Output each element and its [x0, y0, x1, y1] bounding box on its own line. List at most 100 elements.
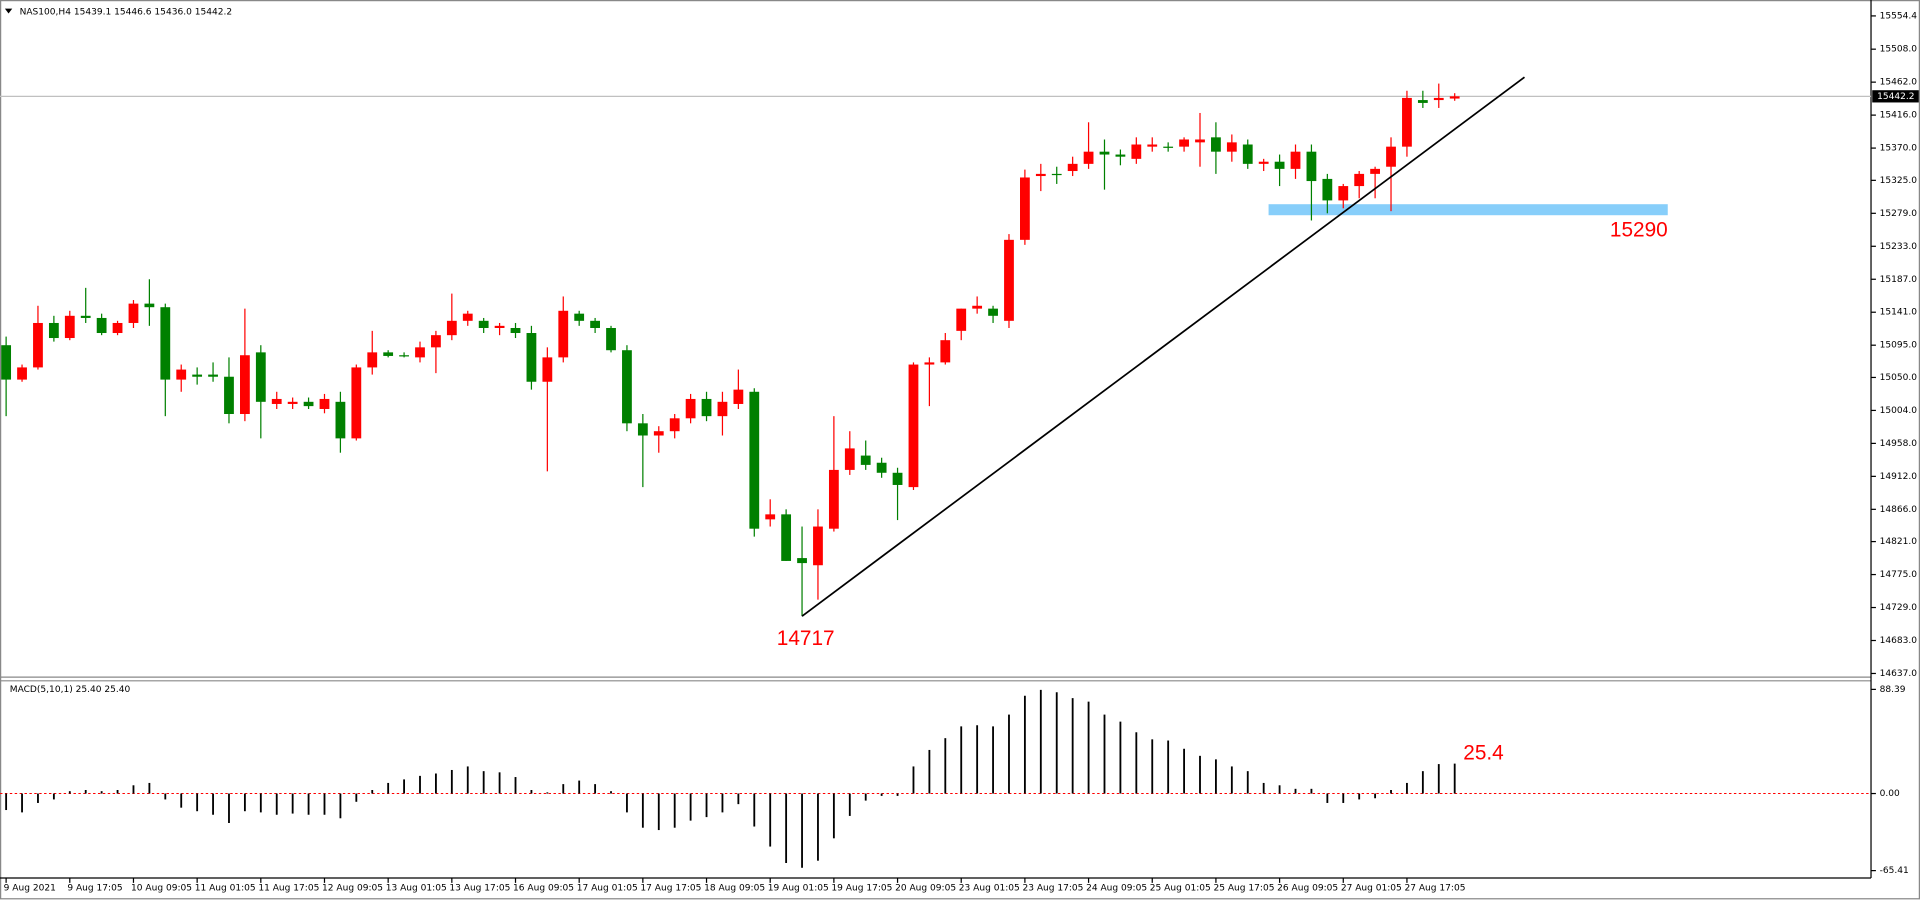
- x-tick-label: 13 Aug 17:05: [449, 883, 510, 893]
- candle-body: [653, 431, 664, 436]
- candle-body: [558, 310, 569, 358]
- y-tick-label: 15325.0: [1880, 176, 1918, 186]
- candle-body: [383, 352, 394, 356]
- candle-body: [478, 320, 489, 328]
- candle-body: [1099, 151, 1110, 155]
- candle-body: [1290, 151, 1301, 169]
- y-tick-label: 15279.0: [1880, 209, 1918, 219]
- candle-body: [510, 327, 521, 334]
- candle-body: [1306, 151, 1317, 182]
- candle-body: [1322, 178, 1333, 201]
- candle-body: [1147, 144, 1158, 147]
- candle-body: [940, 340, 951, 363]
- candle-body: [797, 558, 807, 564]
- candle-body: [972, 305, 983, 309]
- x-tick-label: 23 Aug 01:05: [959, 883, 1020, 893]
- x-tick-label: 11 Aug 17:05: [258, 883, 319, 893]
- candle-body: [335, 401, 346, 439]
- candle-body: [1226, 142, 1237, 152]
- candle-body: [908, 364, 919, 488]
- candle-body: [606, 327, 616, 351]
- x-tick-label: 17 Aug 17:05: [640, 883, 701, 893]
- candle-body: [749, 391, 760, 529]
- candle-body: [1035, 173, 1046, 177]
- y-tick-label: -65.41: [1880, 866, 1909, 876]
- candle-body: [860, 455, 871, 465]
- candle-body: [1274, 161, 1285, 169]
- y-tick-label: 15004.0: [1880, 406, 1918, 416]
- candle-body: [287, 401, 298, 404]
- candle-body: [399, 355, 409, 357]
- x-tick-label: 17 Aug 01:05: [577, 883, 638, 893]
- candle-body: [319, 398, 330, 409]
- candle-body: [176, 369, 187, 380]
- x-tick-label: 19 Aug 17:05: [831, 883, 892, 893]
- candle-body: [637, 423, 648, 436]
- candle-body: [924, 362, 935, 365]
- y-tick-label: 14866.0: [1880, 505, 1918, 515]
- candle-body: [828, 469, 839, 529]
- candle-body: [48, 322, 59, 339]
- y-tick-label: 14775.0: [1880, 570, 1918, 580]
- candle-body: [574, 313, 585, 321]
- x-tick-label: 12 Aug 09:05: [322, 883, 383, 893]
- candle-body: [1067, 163, 1078, 172]
- candle-body: [733, 389, 744, 404]
- y-tick-label: 15462.0: [1880, 78, 1918, 88]
- candle-body: [1051, 173, 1062, 176]
- x-tick-label: 24 Aug 09:05: [1086, 883, 1147, 893]
- candle-body: [1, 345, 12, 380]
- candle-body: [96, 317, 107, 334]
- y-tick-label: 15141.0: [1880, 308, 1918, 318]
- x-tick-label: 25 Aug 17:05: [1213, 883, 1274, 893]
- candle-body: [781, 514, 792, 561]
- x-tick-label: 23 Aug 17:05: [1022, 883, 1083, 893]
- y-tick-label: 15416.0: [1880, 111, 1918, 121]
- candle-body: [1131, 144, 1142, 159]
- y-tick-label: 14912.0: [1880, 472, 1918, 482]
- y-tick-label: 15187.0: [1880, 275, 1918, 285]
- collapse-icon[interactable]: [4, 8, 13, 14]
- candle-body: [590, 320, 600, 328]
- candle-body: [1195, 139, 1205, 143]
- current-price-label: 15442.2: [1877, 92, 1914, 102]
- candle-body: [1020, 177, 1030, 240]
- x-tick-label: 27 Aug 01:05: [1341, 883, 1402, 893]
- candle-body: [669, 418, 680, 432]
- candle-body: [1338, 186, 1349, 201]
- macd-annotation: 25.4: [1463, 741, 1503, 764]
- y-tick-label: 14729.0: [1880, 603, 1918, 613]
- candle-body: [255, 352, 266, 402]
- x-tick-label: 26 Aug 09:05: [1277, 883, 1338, 893]
- trendline: [801, 76, 1526, 617]
- candle-body: [64, 315, 75, 339]
- candle-body: [224, 376, 234, 415]
- candle-body: [494, 325, 505, 328]
- candle-body: [33, 322, 43, 368]
- candle-body: [1242, 144, 1253, 164]
- candle-body: [160, 307, 171, 380]
- candle-body: [17, 367, 27, 380]
- candle-body: [303, 401, 314, 407]
- candle-body: [1258, 161, 1269, 164]
- x-tick-label: 16 Aug 09:05: [513, 883, 574, 893]
- candle-body: [892, 472, 903, 485]
- x-tick-label: 18 Aug 09:05: [704, 883, 765, 893]
- x-tick-label: 25 Aug 01:05: [1150, 883, 1211, 893]
- x-tick-label: 27 Aug 17:05: [1404, 883, 1465, 893]
- y-tick-label: 15050.0: [1880, 373, 1918, 383]
- current-price-box: [1872, 90, 1919, 103]
- candle-body: [813, 526, 823, 566]
- y-tick-label: 15554.4: [1880, 11, 1918, 21]
- candle-body: [717, 401, 728, 417]
- x-tick-label: 10 Aug 09:05: [131, 883, 192, 893]
- y-tick-label: 15508.0: [1880, 45, 1918, 55]
- candle-body: [208, 374, 218, 377]
- x-tick-label: 20 Aug 09:05: [895, 883, 956, 893]
- level-annotation: 15290: [1610, 219, 1668, 242]
- x-tick-label: 13 Aug 01:05: [386, 883, 447, 893]
- candle-body: [80, 315, 91, 318]
